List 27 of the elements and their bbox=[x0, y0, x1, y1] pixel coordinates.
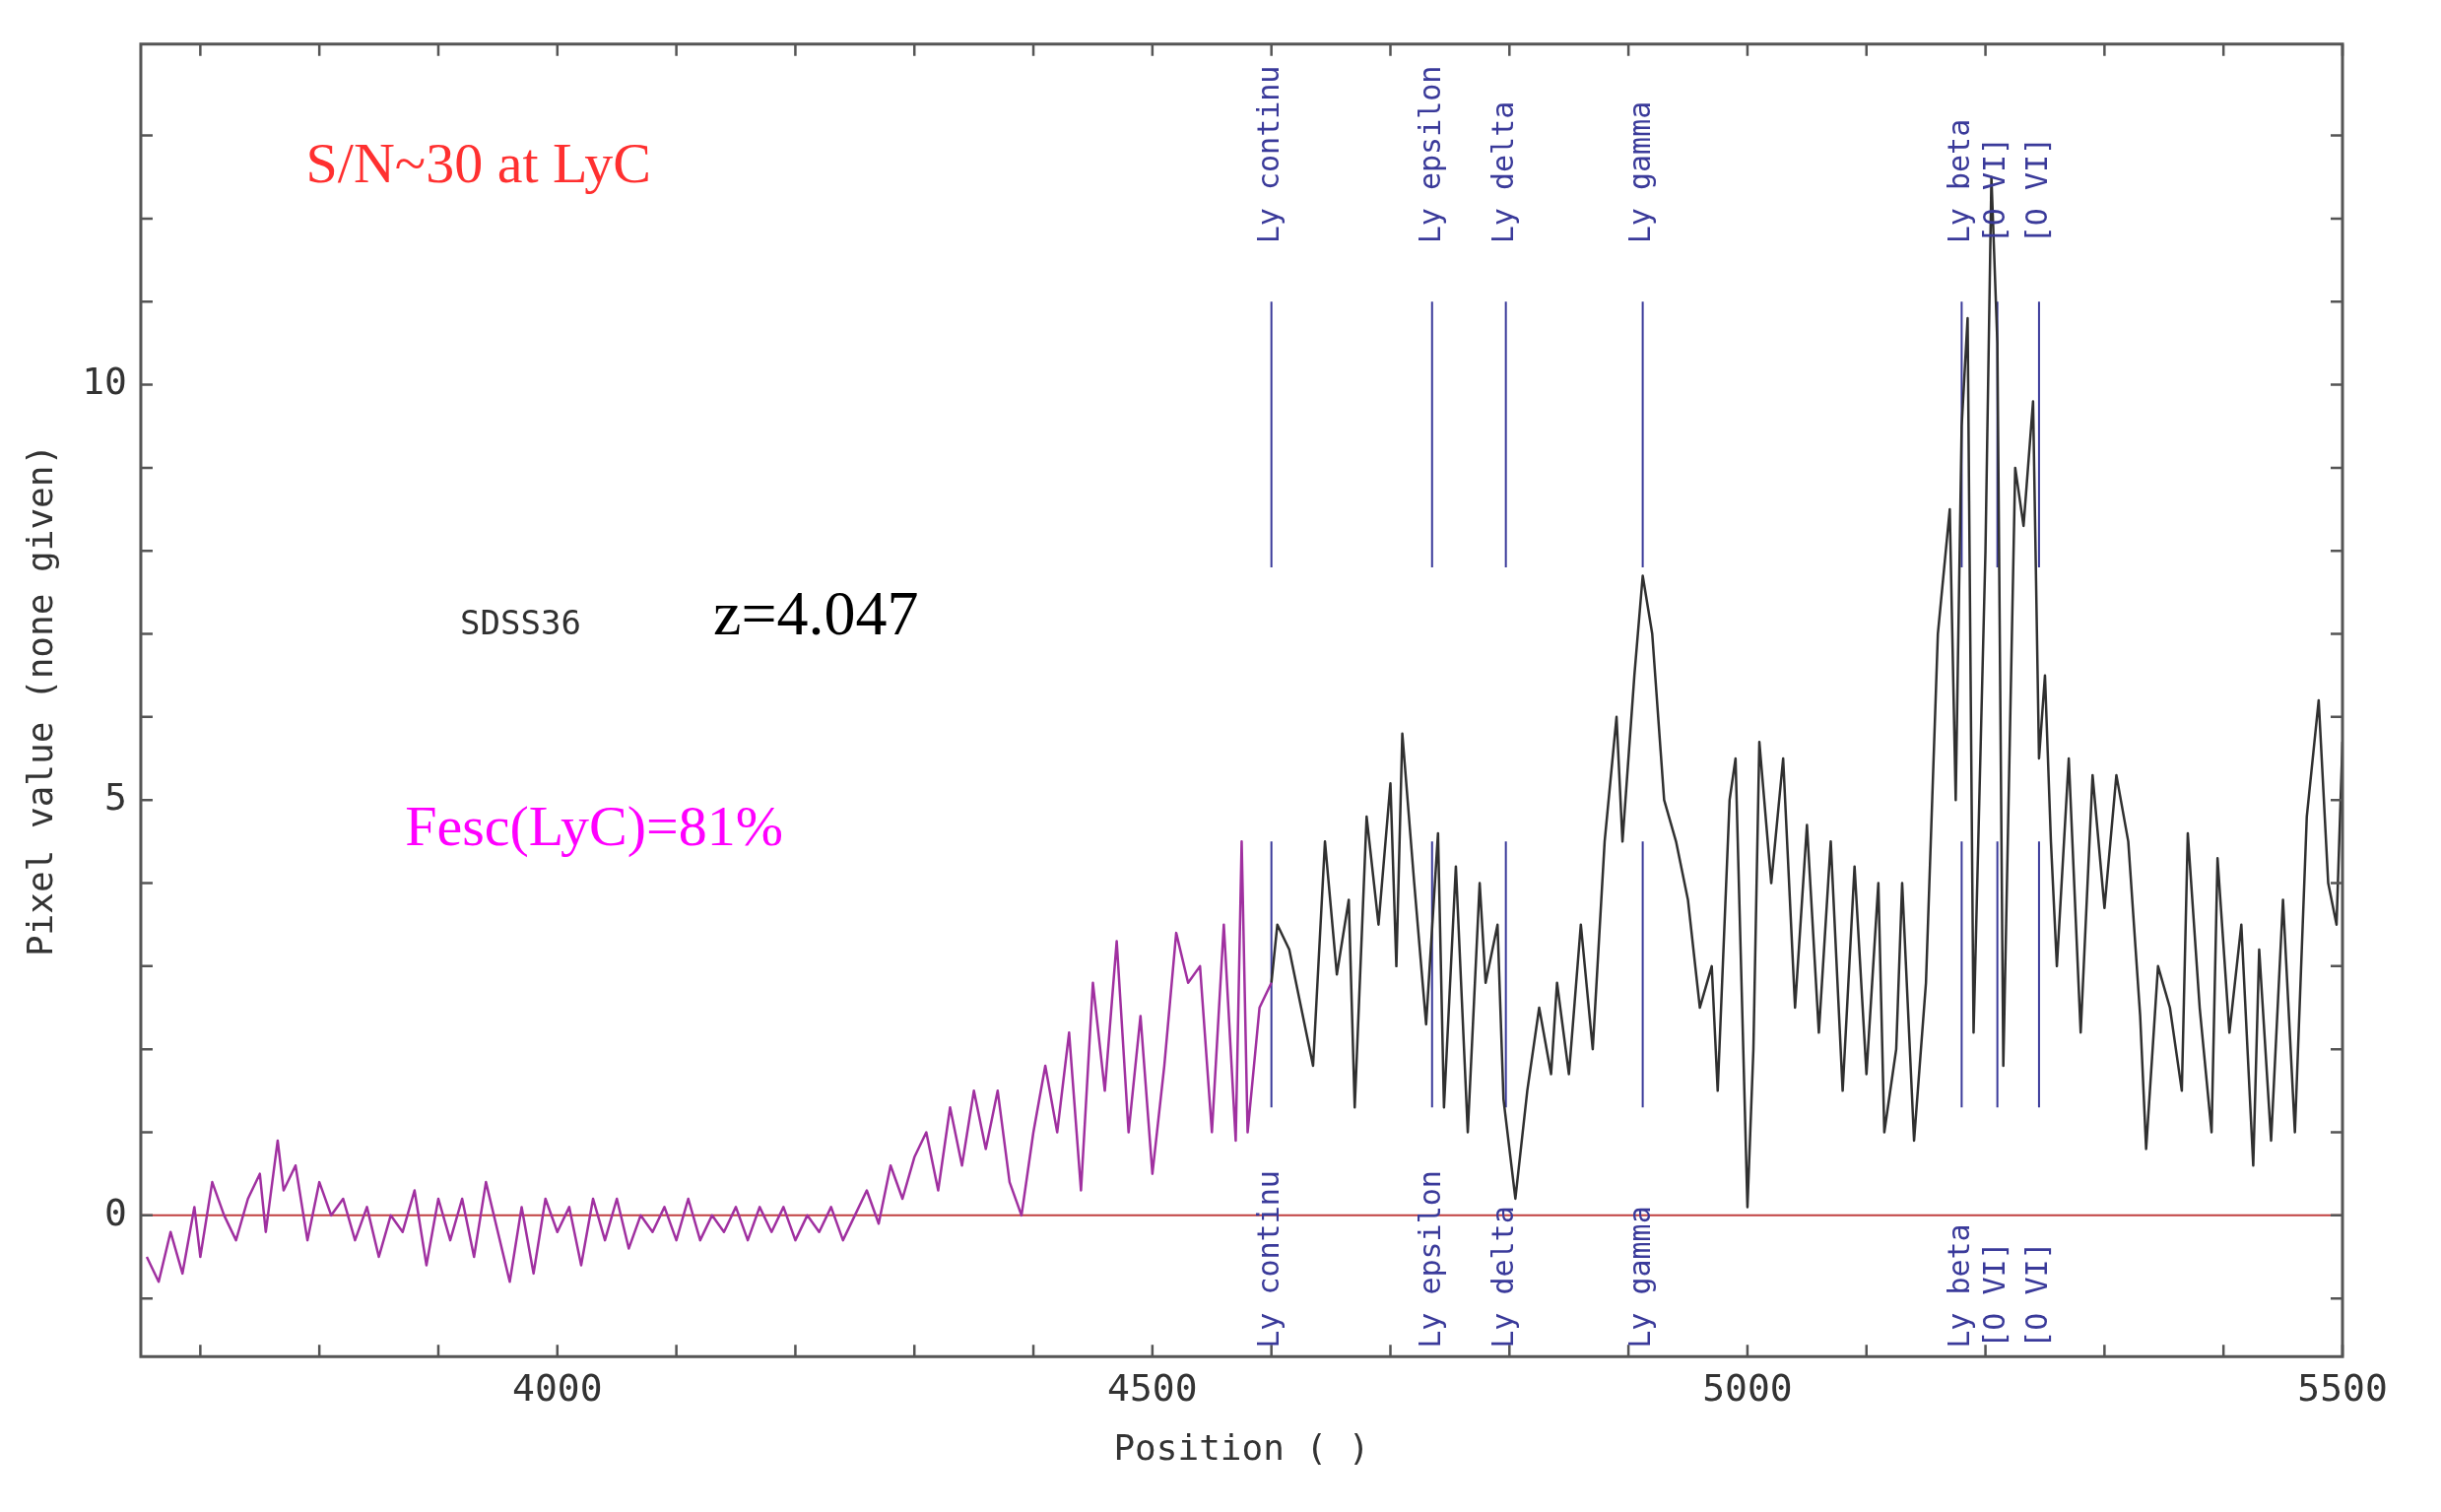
annotation: SDSS36 bbox=[460, 603, 581, 643]
ref-line-label: Ly epsilon bbox=[1412, 65, 1447, 244]
text: Ly gamma bbox=[1622, 1206, 1658, 1348]
y-tick-label: 5 bbox=[104, 775, 127, 820]
text: Ly continu bbox=[1251, 1170, 1286, 1348]
ref-line-label: Ly gamma bbox=[1622, 100, 1658, 244]
annotation: S/N~30 at LyC bbox=[305, 130, 652, 195]
x-tick-label: 4500 bbox=[1107, 1365, 1198, 1410]
x-tick-label: 5500 bbox=[2297, 1365, 2388, 1410]
ref-line-label: [O VI] bbox=[2018, 136, 2054, 244]
y-axis-title: Pixel value (none given) bbox=[19, 443, 60, 957]
annotation: z=4.047 bbox=[713, 578, 919, 649]
ref-line-label: Ly beta bbox=[1942, 118, 1977, 244]
ref-line-label: Ly delta bbox=[1485, 100, 1521, 244]
ref-line-label: [O VI] bbox=[1977, 136, 2012, 244]
y-tick-label: 0 bbox=[104, 1190, 127, 1234]
text: Ly epsilon bbox=[1412, 1170, 1447, 1348]
text: [O VI] bbox=[2018, 1241, 2054, 1348]
x-axis-title: Position ( ) bbox=[1113, 1426, 1370, 1468]
annotation: Fesc(LyC)=81% bbox=[405, 793, 784, 858]
ref-line-label: Ly continu bbox=[1251, 65, 1286, 244]
text: [O VI] bbox=[1977, 1241, 2012, 1348]
x-tick-label: 4000 bbox=[512, 1365, 603, 1410]
text: Ly beta bbox=[1942, 1223, 1977, 1348]
text: Ly delta bbox=[1485, 1206, 1521, 1348]
y-tick-label: 10 bbox=[82, 360, 127, 404]
x-tick-label: 5000 bbox=[1702, 1365, 1793, 1410]
